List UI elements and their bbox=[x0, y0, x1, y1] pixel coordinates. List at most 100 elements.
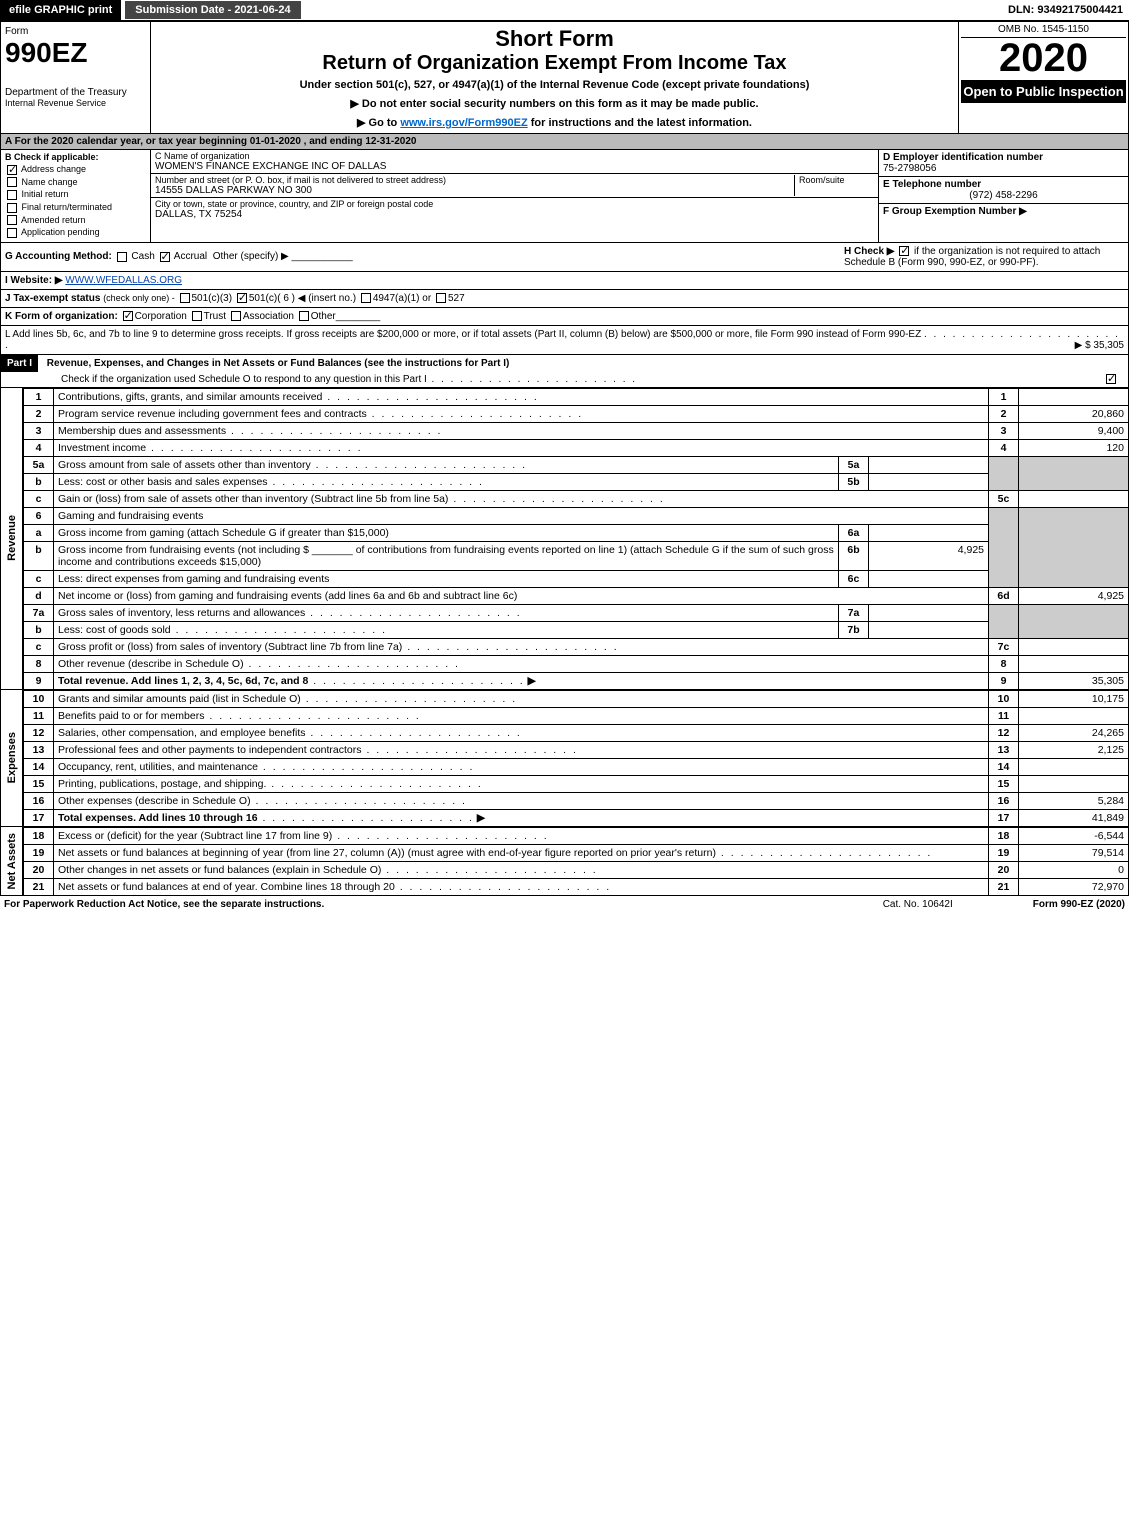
line-10-val: 10,175 bbox=[1019, 690, 1129, 707]
line-17-val: 41,849 bbox=[1019, 809, 1129, 826]
short-form-title: Short Form bbox=[157, 26, 952, 52]
line-15-val bbox=[1019, 775, 1129, 792]
form-number: 990EZ bbox=[5, 37, 146, 69]
row-l: L Add lines 5b, 6c, and 7b to line 9 to … bbox=[0, 326, 1129, 355]
expenses-side-label: Expenses bbox=[6, 732, 18, 783]
check-527[interactable] bbox=[436, 293, 446, 303]
h-box: H Check ▶ if the organization is not req… bbox=[844, 246, 1124, 268]
k-label: K Form of organization: bbox=[5, 311, 118, 322]
revenue-side-label: Revenue bbox=[6, 515, 18, 561]
expenses-table: 10Grants and similar amounts paid (list … bbox=[23, 690, 1129, 827]
check-address-change[interactable] bbox=[7, 165, 17, 175]
city: DALLAS, TX 75254 bbox=[155, 209, 433, 220]
goto-note: ▶ Go to www.irs.gov/Form990EZ for instru… bbox=[157, 116, 952, 129]
check-501c3[interactable] bbox=[180, 293, 190, 303]
line-16-val: 5,284 bbox=[1019, 792, 1129, 809]
irs-link[interactable]: www.irs.gov/Form990EZ bbox=[400, 117, 527, 129]
paperwork-notice: For Paperwork Reduction Act Notice, see … bbox=[4, 899, 324, 910]
footer: For Paperwork Reduction Act Notice, see … bbox=[0, 896, 1129, 913]
revenue-section: Revenue 1Contributions, gifts, grants, a… bbox=[0, 388, 1129, 690]
line-20-val: 0 bbox=[1019, 861, 1129, 878]
line-19-val: 79,514 bbox=[1019, 844, 1129, 861]
check-final-return[interactable] bbox=[7, 203, 17, 213]
revenue-table: 1Contributions, gifts, grants, and simil… bbox=[23, 388, 1129, 690]
row-k: K Form of organization: Corporation Trus… bbox=[0, 308, 1129, 326]
ein: 75-2798056 bbox=[883, 163, 1124, 174]
row-i: I Website: ▶ WWW.WFEDALLAS.ORG bbox=[0, 272, 1129, 290]
check-cash[interactable] bbox=[117, 252, 127, 262]
line-1-val bbox=[1019, 388, 1129, 405]
line-8-val bbox=[1019, 655, 1129, 672]
line-12-val: 24,265 bbox=[1019, 724, 1129, 741]
under-section: Under section 501(c), 527, or 4947(a)(1)… bbox=[157, 79, 952, 91]
check-schedule-o[interactable] bbox=[1106, 374, 1116, 384]
header-left: Form 990EZ Department of the Treasury In… bbox=[1, 22, 151, 133]
website-link[interactable]: WWW.WFEDALLAS.ORG bbox=[65, 275, 182, 286]
check-501c[interactable] bbox=[237, 293, 247, 303]
info-block: B Check if applicable: Address change Na… bbox=[0, 150, 1129, 243]
line-6d-val: 4,925 bbox=[1019, 587, 1129, 604]
line-21-val: 72,970 bbox=[1019, 878, 1129, 895]
header-mid: Short Form Return of Organization Exempt… bbox=[151, 22, 958, 133]
efile-print-button[interactable]: efile GRAPHIC print bbox=[0, 0, 121, 20]
row-g-h: G Accounting Method: Cash Accrual Other … bbox=[0, 243, 1129, 272]
goto-post: for instructions and the latest informat… bbox=[528, 117, 752, 129]
line-18-val: -6,544 bbox=[1019, 827, 1129, 844]
form-header: Form 990EZ Department of the Treasury In… bbox=[0, 21, 1129, 134]
org-name: WOMEN'S FINANCE EXCHANGE INC OF DALLAS bbox=[155, 161, 386, 172]
j-label: J Tax-exempt status bbox=[5, 293, 100, 304]
net-assets-table: 18Excess or (deficit) for the year (Subt… bbox=[23, 827, 1129, 896]
check-assoc[interactable] bbox=[231, 311, 241, 321]
part-i-header: Part I Revenue, Expenses, and Changes in… bbox=[0, 355, 1129, 388]
open-inspection: Open to Public Inspection bbox=[961, 80, 1126, 103]
check-4947[interactable] bbox=[361, 293, 371, 303]
dln: DLN: 93492175004421 bbox=[1008, 4, 1129, 16]
cat-no: Cat. No. 10642I bbox=[883, 899, 953, 910]
check-amended[interactable] bbox=[7, 215, 17, 225]
telephone: (972) 458-2296 bbox=[883, 190, 1124, 201]
check-h[interactable] bbox=[899, 246, 909, 256]
part-i-label: Part I bbox=[1, 355, 38, 372]
line-2-val: 20,860 bbox=[1019, 405, 1129, 422]
form-ref: Form 990-EZ (2020) bbox=[1033, 899, 1125, 910]
check-initial-return[interactable] bbox=[7, 190, 17, 200]
section-c: C Name of organizationWOMEN'S FINANCE EX… bbox=[151, 150, 878, 242]
addr-label: Number and street (or P. O. box, if mail… bbox=[155, 175, 794, 185]
tel-label: E Telephone number bbox=[883, 179, 1124, 190]
section-d: D Employer identification number75-27980… bbox=[878, 150, 1128, 242]
row-a-taxyear: A For the 2020 calendar year, or tax yea… bbox=[0, 134, 1129, 150]
line-11-val bbox=[1019, 707, 1129, 724]
header-right: OMB No. 1545-1150 2020 Open to Public In… bbox=[958, 22, 1128, 133]
ssn-note: ▶ Do not enter social security numbers o… bbox=[157, 97, 952, 110]
row-j: J Tax-exempt status (check only one) - 5… bbox=[0, 290, 1129, 308]
section-b-title: B Check if applicable: bbox=[5, 152, 146, 162]
check-other-org[interactable] bbox=[299, 311, 309, 321]
check-name-change[interactable] bbox=[7, 177, 17, 187]
line-3-val: 9,400 bbox=[1019, 422, 1129, 439]
line-9-val: 35,305 bbox=[1019, 672, 1129, 689]
topbar: efile GRAPHIC print Submission Date - 20… bbox=[0, 0, 1129, 21]
city-label: City or town, state or province, country… bbox=[155, 199, 433, 209]
irs-label: Internal Revenue Service bbox=[5, 98, 146, 108]
check-accrual[interactable] bbox=[160, 252, 170, 262]
line-5c-val bbox=[1019, 490, 1129, 507]
check-app-pending[interactable] bbox=[7, 228, 17, 238]
room-label: Room/suite bbox=[799, 175, 874, 185]
addr: 14555 DALLAS PARKWAY NO 300 bbox=[155, 185, 794, 196]
ein-label: D Employer identification number bbox=[883, 152, 1124, 163]
return-title: Return of Organization Exempt From Incom… bbox=[157, 52, 952, 75]
line-13-val: 2,125 bbox=[1019, 741, 1129, 758]
dept-treasury: Department of the Treasury bbox=[5, 87, 146, 98]
line-14-val bbox=[1019, 758, 1129, 775]
check-trust[interactable] bbox=[192, 311, 202, 321]
expenses-section: Expenses 10Grants and similar amounts pa… bbox=[0, 690, 1129, 827]
section-b: B Check if applicable: Address change Na… bbox=[1, 150, 151, 242]
line-7c-val bbox=[1019, 638, 1129, 655]
line-6b-val: 4,925 bbox=[869, 541, 989, 570]
net-assets-side-label: Net Assets bbox=[6, 833, 18, 889]
l-amount: ▶ $ 35,305 bbox=[1075, 340, 1124, 351]
form-label: Form bbox=[5, 26, 146, 37]
goto-pre: ▶ Go to bbox=[357, 117, 400, 129]
l-text: L Add lines 5b, 6c, and 7b to line 9 to … bbox=[5, 329, 921, 340]
check-corp[interactable] bbox=[123, 311, 133, 321]
